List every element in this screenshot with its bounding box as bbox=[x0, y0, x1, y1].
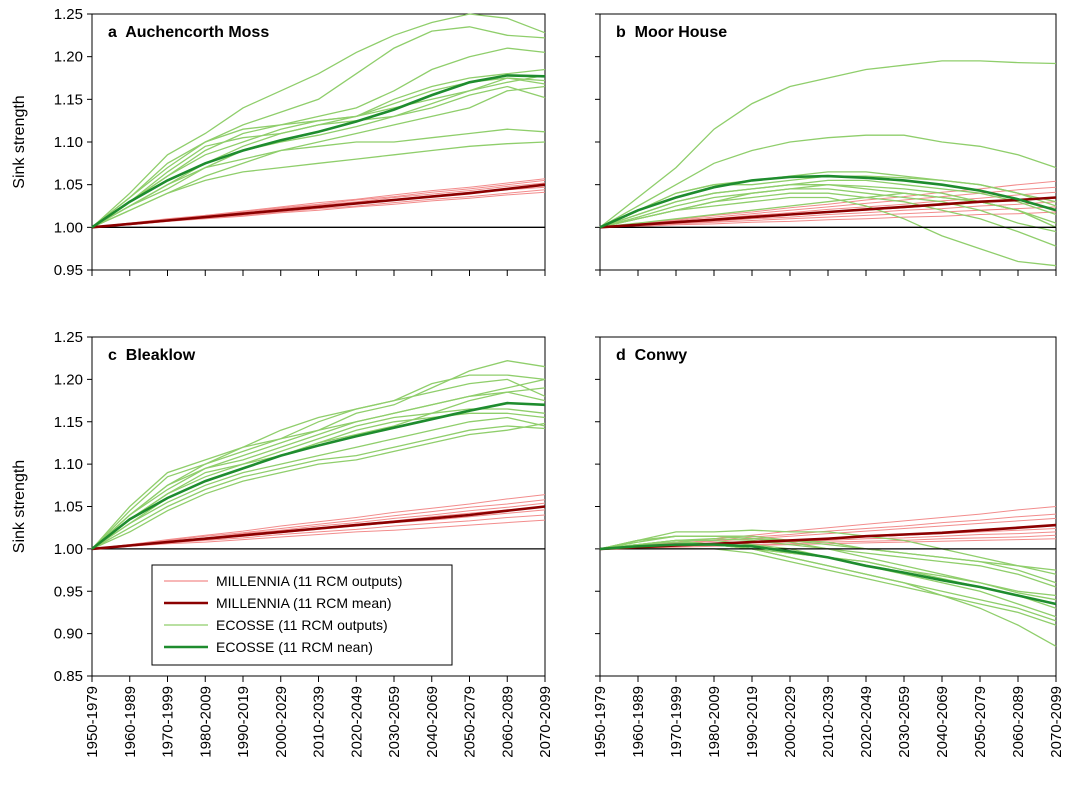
legend: MILLENNIA (11 RCM outputs) MILLENNIA (11 … bbox=[152, 565, 452, 665]
panel-b: b Moor House bbox=[595, 14, 1056, 276]
y-tick-label: 1.00 bbox=[54, 541, 83, 558]
x-tick-label: 1990-2019 bbox=[235, 686, 252, 758]
panel-c: 0.85 0.90 0.95 1.00 1.05 1.10 1.15 1.20 1.25 1950… bbox=[11, 329, 554, 758]
x-tick-label: 1950-1979 bbox=[592, 686, 609, 758]
y-tick-label: 1.00 bbox=[54, 219, 83, 236]
y-tick-label: 1.25 bbox=[54, 329, 83, 346]
legend-label-mill_mean: MILLENNIA (11 RCM mean) bbox=[216, 595, 392, 611]
x-tick-label: 1990-2019 bbox=[744, 686, 761, 758]
x-tick-label: 2020-2049 bbox=[348, 686, 365, 758]
x-tick-label: 1950-1979 bbox=[84, 686, 101, 758]
legend-label-eco_mean: ECOSSE (11 RCM nean) bbox=[216, 639, 373, 655]
legend-label-eco_outputs: ECOSSE (11 RCM outputs) bbox=[216, 617, 388, 633]
x-tick-label: 2060-2089 bbox=[1010, 686, 1027, 758]
y-tick-label: 1.25 bbox=[54, 6, 83, 23]
panel-frame bbox=[600, 14, 1056, 270]
x-tick-label: 2020-2049 bbox=[858, 686, 875, 758]
x-tick-label: 2070-2099 bbox=[1048, 686, 1065, 758]
x-tick-label: 2040-2069 bbox=[934, 686, 951, 758]
x-tick-label: 1980-2009 bbox=[706, 686, 723, 758]
y-tick-label: 1.05 bbox=[54, 177, 83, 194]
x-tick-label: 2010-2039 bbox=[820, 686, 837, 758]
y-tick-label: 0.90 bbox=[54, 626, 83, 643]
y-tick-label: 0.85 bbox=[54, 668, 83, 685]
y-tick-label: 1.15 bbox=[54, 414, 83, 431]
panel-title: b Moor House bbox=[616, 24, 727, 41]
x-tick-label: 2040-2069 bbox=[424, 686, 441, 758]
x-tick-label: 1960-1989 bbox=[630, 686, 647, 758]
panel-d: 1950-1979 1960-1989 1970-1999 1980-2009 1990… bbox=[592, 337, 1065, 758]
legend-label-mill_outputs: MILLENNIA (11 RCM outputs) bbox=[216, 573, 402, 589]
x-tick-label: 2070-2099 bbox=[537, 686, 554, 758]
x-tick-label: 1980-2009 bbox=[197, 686, 214, 758]
y-tick-label: 1.20 bbox=[54, 371, 83, 388]
x-tick-label: 2010-2039 bbox=[311, 686, 328, 758]
y-axis-label: Sink strength bbox=[11, 95, 28, 188]
y-tick-label: 0.95 bbox=[54, 583, 83, 600]
y-tick-label: 1.05 bbox=[54, 499, 83, 516]
x-tick-label: 2050-2079 bbox=[972, 686, 989, 758]
panel-title: d Conwy bbox=[616, 347, 687, 364]
y-tick-label: 0.95 bbox=[54, 262, 83, 279]
x-tick-label: 2030-2059 bbox=[896, 686, 913, 758]
x-tick-label: 1970-1999 bbox=[668, 686, 685, 758]
y-axis-label: Sink strength bbox=[11, 460, 28, 553]
y-tick-label: 1.10 bbox=[54, 134, 83, 151]
panel-a: 0.95 1.00 1.05 1.10 1.15 1.20 1.25 a Auchencort… bbox=[11, 6, 545, 279]
y-tick-label: 1.15 bbox=[54, 91, 83, 108]
panel-title: a Auchencorth Moss bbox=[108, 24, 269, 41]
x-tick-label: 2000-2029 bbox=[782, 686, 799, 758]
panel-frame bbox=[600, 337, 1056, 676]
x-tick-label: 2050-2079 bbox=[462, 686, 479, 758]
x-tick-label: 2000-2029 bbox=[273, 686, 290, 758]
x-tick-label: 2030-2059 bbox=[386, 686, 403, 758]
y-tick-label: 1.10 bbox=[54, 456, 83, 473]
x-tick-label: 2060-2089 bbox=[499, 686, 516, 758]
x-tick-label: 1960-1989 bbox=[122, 686, 139, 758]
panel-title: c Bleaklow bbox=[108, 347, 196, 364]
x-tick-label: 1970-1999 bbox=[160, 686, 177, 758]
y-tick-label: 1.20 bbox=[54, 49, 83, 66]
